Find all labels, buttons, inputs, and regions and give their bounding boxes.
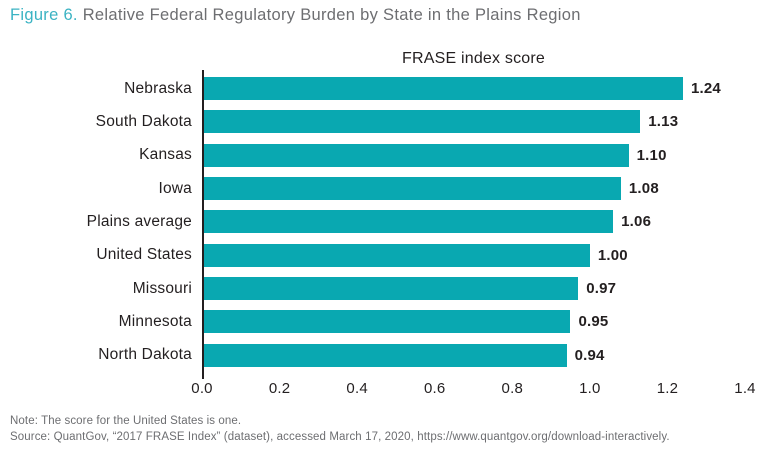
bar-row: Kansas 1.10 — [139, 139, 745, 172]
plot-area: Nebraska 1.24 South Dakota 1.13 Kansas 1.10 Io… — [87, 70, 756, 397]
figure-title-text: Relative Federal Regulatory Burden by St… — [82, 6, 581, 24]
chart-title: FRASE index score — [401, 50, 545, 67]
value-label: 0.97 — [586, 280, 617, 298]
category-label: Plains average — [86, 212, 192, 230]
note-text: Note: The score for the United States is… — [10, 415, 242, 427]
x-tick-label: 0.4 — [346, 380, 368, 397]
bar-missouri — [202, 277, 579, 301]
value-label: 1.24 — [690, 80, 721, 98]
bar-nebraska — [202, 77, 683, 101]
value-label: 1.00 — [597, 246, 628, 264]
bar-row: North Dakota 0.94 — [98, 339, 745, 372]
bar-north-dakota — [202, 343, 567, 367]
bar-row: Plains average 1.06 — [87, 205, 745, 238]
bar-row: Minnesota 0.95 — [119, 305, 745, 338]
bar-kansas — [202, 143, 629, 167]
source-text: Source: QuantGov, “2017 FRASE Index” (da… — [10, 431, 670, 444]
value-label: 1.13 — [648, 113, 679, 131]
figure-caption: Figure 6. Relative Federal Regulatory Bu… — [10, 6, 581, 25]
bar-row: Iowa 1.08 — [158, 172, 745, 205]
category-label: Missouri — [132, 279, 192, 297]
value-label: 0.95 — [578, 313, 609, 331]
x-tick-label: 1.0 — [579, 380, 601, 397]
bar-iowa — [202, 177, 621, 201]
bar-row: United States 1.00 — [96, 239, 745, 272]
bar-united-states — [202, 243, 590, 267]
category-label: Kansas — [139, 146, 192, 164]
x-tick-label: 1.4 — [734, 380, 756, 397]
bar-row: Nebraska 1.24 — [124, 72, 745, 105]
value-label: 1.08 — [628, 180, 659, 198]
bar-minnesota — [202, 310, 571, 334]
figure-number: Figure 6. — [10, 6, 78, 24]
value-label: 1.10 — [636, 146, 667, 164]
category-label: Minnesota — [118, 312, 192, 330]
x-tick-label: 0.2 — [268, 380, 291, 397]
category-label: South Dakota — [95, 112, 192, 130]
bar-row: South Dakota 1.13 — [96, 105, 745, 138]
bar-row: Missouri 0.97 — [133, 272, 745, 305]
value-label: 0.94 — [574, 346, 605, 364]
bar-rows: Nebraska 1.24 South Dakota 1.13 Kansas 1.10 Io… — [87, 72, 745, 372]
y-axis-line — [202, 70, 204, 379]
x-tick-label: 1.2 — [656, 380, 679, 397]
bar-plains-average — [202, 210, 614, 234]
x-axis-ticks: 0.0 0.2 0.4 0.6 0.8 1.0 1.2 1.4 — [191, 380, 755, 400]
x-tick-label: 0.0 — [191, 380, 213, 397]
chart-notes: Note: The score for the United States is… — [10, 413, 670, 445]
value-label: 1.06 — [621, 213, 652, 231]
category-label: United States — [96, 246, 192, 264]
bar-south-dakota — [202, 110, 641, 134]
x-tick-label: 0.6 — [423, 380, 446, 397]
category-label: Iowa — [158, 179, 192, 197]
x-tick-label: 0.8 — [501, 380, 524, 397]
category-label: North Dakota — [98, 346, 192, 364]
category-label: Nebraska — [124, 79, 192, 97]
